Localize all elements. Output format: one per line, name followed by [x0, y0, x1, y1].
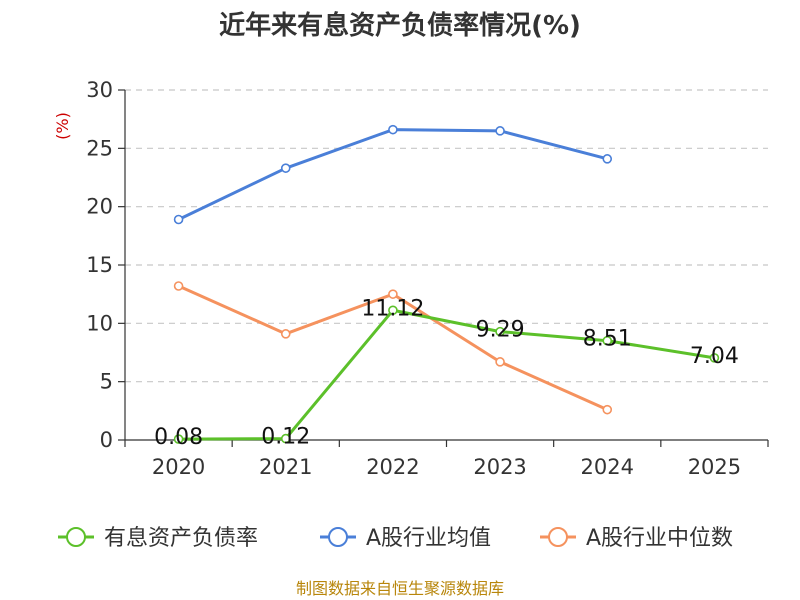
data-point-2	[388, 289, 398, 299]
data-point-1	[495, 126, 505, 136]
data-point-2	[173, 281, 184, 291]
data-label: 8.51	[583, 327, 632, 352]
x-tick-label: 2025	[688, 455, 741, 479]
data-labels: 0.08 0.12 11.12 9.29 8.51 7.04	[154, 296, 739, 450]
data-label: 9.29	[476, 318, 525, 343]
legend-label-1: A股行业均值	[366, 526, 491, 551]
x-tick-label: 2020	[152, 455, 205, 479]
y-tick-label: 5	[100, 370, 113, 394]
legend-label-0: 有息资产负债率	[104, 526, 258, 551]
y-tick-label: 30	[86, 78, 113, 102]
y-tick-label: 0	[100, 428, 113, 452]
data-label: 0.12	[261, 425, 310, 450]
x-tick-label: 2021	[259, 455, 312, 479]
x-tick-label: 2024	[581, 455, 634, 479]
data-point-0	[173, 434, 184, 444]
x-tick-label: 2023	[473, 455, 526, 479]
y-tick-label: 25	[86, 136, 113, 160]
data-point-0	[602, 335, 613, 346]
grid-lines	[125, 89, 768, 383]
data-point-1	[280, 163, 291, 173]
data-label: 11.12	[361, 296, 424, 321]
source-note: 制图数据来自恒生聚源数据库	[296, 579, 504, 598]
data-label: 0.08	[154, 425, 203, 450]
data-point-0	[280, 433, 291, 444]
data-point-1	[388, 124, 398, 135]
data-point-0	[388, 305, 398, 316]
series-line-1	[177, 128, 608, 221]
y-tick-label: 10	[86, 311, 113, 335]
legend-marker-0	[66, 527, 86, 547]
y-tick-label: 15	[86, 253, 113, 277]
legend-label-2: A股行业中位数	[586, 526, 733, 551]
legend-marker-1	[328, 527, 348, 547]
data-label: 7.04	[690, 344, 739, 369]
y-axis-unit-label: (%)	[53, 112, 72, 140]
x-tick-label: 2022	[366, 455, 419, 479]
legend-marker-2	[548, 527, 568, 547]
data-point-1	[602, 154, 613, 164]
series-line-0	[178, 308, 715, 441]
chart-title: 近年来有息资产负债率情况(%)	[219, 10, 581, 41]
data-point-1	[173, 214, 184, 225]
data-point-2	[602, 404, 613, 415]
y-tick-label: 20	[86, 195, 113, 219]
data-point-2	[280, 329, 291, 339]
legend: 有息资产负债率 A股行业均值 A股行业中位数	[58, 526, 733, 551]
series-lines	[173, 124, 720, 444]
data-point-0	[709, 353, 720, 363]
data-point-2	[495, 357, 505, 367]
data-point-0	[495, 326, 505, 337]
